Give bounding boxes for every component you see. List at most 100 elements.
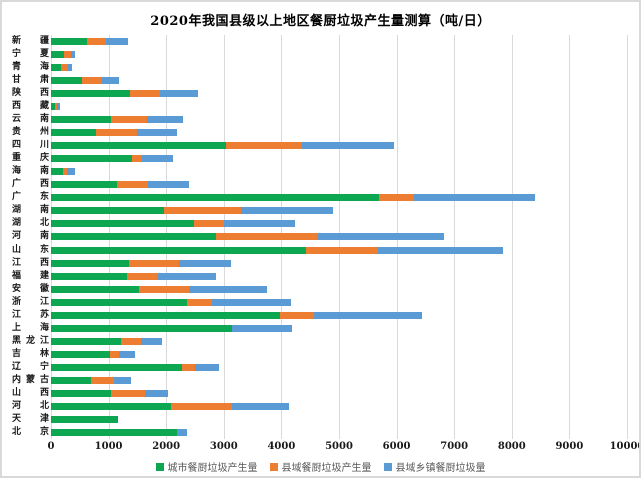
x-tick-label: 10000 (609, 441, 641, 452)
bar-track (51, 272, 627, 280)
category-label: 黑龙江 (12, 335, 49, 346)
bar-row: 江苏 (10, 309, 635, 322)
bar-segment (189, 285, 267, 293)
category-label: 甘肃 (12, 75, 49, 86)
bar-segment (51, 77, 82, 85)
category-label: 浙江 (12, 296, 49, 307)
bar-track (51, 90, 627, 98)
bar-segment (378, 194, 414, 202)
bar-segment (51, 194, 379, 202)
bar-track (51, 103, 627, 111)
bar-track (51, 298, 627, 306)
bar-row: 甘肃 (10, 74, 635, 87)
legend-label: 城市餐厨垃圾产生量 (167, 463, 258, 474)
legend-swatch (269, 462, 278, 471)
bar-segment (314, 311, 422, 319)
legend: 城市餐厨垃圾产生量 县域餐厨垃圾产生量 县域乡镇餐厨垃圾量 (2, 459, 639, 474)
bar-segment (114, 376, 132, 384)
category-label: 宁夏 (12, 49, 49, 60)
x-tick-label: 8000 (497, 441, 526, 452)
bar-segment (68, 64, 72, 72)
bar-track (51, 350, 627, 358)
category-label: 新疆 (12, 36, 49, 47)
bar-segment (51, 428, 177, 436)
bar-segment (116, 181, 149, 189)
category-label: 福建 (12, 270, 49, 281)
bar-segment (148, 181, 189, 189)
bar-row: 福建 (10, 270, 635, 283)
bar-segment (51, 116, 111, 124)
category-label: 广西 (12, 179, 49, 190)
bar-track (51, 116, 627, 124)
bar-row: 山东 (10, 244, 635, 257)
gridline (454, 35, 456, 439)
bar-segment (109, 350, 119, 358)
bar-segment (51, 298, 187, 306)
legend-swatch (155, 462, 164, 471)
bar-segment (95, 129, 138, 137)
bar-track (51, 129, 627, 137)
bar-row: 陕西 (10, 87, 635, 100)
bar-track (51, 181, 627, 189)
category-label: 云南 (12, 114, 49, 125)
bar-segment (51, 90, 130, 98)
bar-segment (66, 168, 75, 176)
gridline (569, 35, 571, 439)
bar-segment (157, 272, 216, 280)
bar-segment (223, 220, 296, 228)
bar-segment (305, 246, 379, 254)
bar-segment (106, 38, 129, 46)
x-tick-label: 3000 (209, 441, 238, 452)
bar-segment (51, 142, 226, 150)
x-tick-label: 0 (47, 441, 55, 452)
bar-segment (51, 129, 96, 137)
bar-segment (63, 168, 67, 176)
bar-segment (129, 90, 161, 98)
bar-segment (51, 155, 132, 163)
bar-row: 新疆 (10, 35, 635, 48)
bar-segment (216, 233, 318, 241)
bar-segment (413, 194, 536, 202)
bar-segment (86, 38, 107, 46)
bar-track (51, 402, 627, 410)
legend-swatch (383, 462, 392, 471)
category-label: 广东 (12, 192, 49, 203)
bar-row: 河南 (10, 230, 635, 243)
category-label: 山西 (12, 387, 49, 398)
bar-segment (164, 207, 241, 215)
category-label: 内蒙古 (12, 374, 49, 385)
bar-track (51, 363, 627, 371)
gridline (511, 35, 513, 439)
bar-row: 四川 (10, 139, 635, 152)
bar-track (51, 324, 627, 332)
category-label: 吉林 (12, 348, 49, 359)
bar-row: 浙江 (10, 296, 635, 309)
bar-segment (51, 259, 130, 267)
bar-segment (302, 142, 394, 150)
gridline (627, 35, 628, 439)
bar-row: 海南 (10, 165, 635, 178)
bar-segment (51, 415, 118, 423)
bar-row: 宁夏 (10, 48, 635, 61)
bar-segment (90, 376, 115, 384)
legend-item: 城市餐厨垃圾产生量 (155, 459, 258, 474)
bar-row: 安徽 (10, 283, 635, 296)
bar-segment (51, 376, 91, 384)
category-label: 辽宁 (12, 361, 49, 372)
bar-segment (121, 337, 142, 345)
bar-track (51, 142, 627, 150)
category-label: 河南 (12, 231, 49, 242)
bar-segment (176, 428, 187, 436)
bar-segment (118, 350, 135, 358)
bar-track (51, 415, 627, 423)
bar-segment (60, 64, 69, 72)
chart-title: 2020年我国县级以上地区餐厨垃圾产生量测算（吨/日） (150, 14, 491, 29)
bar-segment (111, 389, 146, 397)
x-tick-label: 4000 (267, 441, 296, 452)
bar-track (51, 259, 627, 267)
bar-segment (178, 259, 231, 267)
bar-rows: 新疆宁夏青海甘肃陕西西藏云南贵州四川重庆海南广西广东湖南湖北河南山东江西福建安徽… (10, 35, 635, 439)
bar-track (51, 207, 627, 215)
legend-item: 县域餐厨垃圾产生量 (269, 459, 372, 474)
